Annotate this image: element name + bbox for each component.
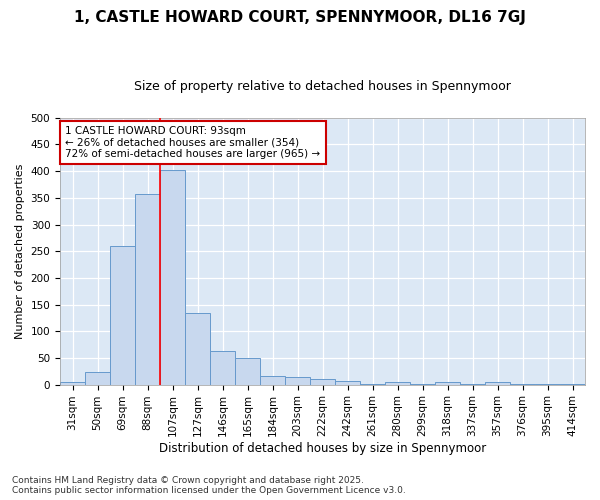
Bar <box>160 170 185 384</box>
Bar <box>285 377 310 384</box>
Bar <box>235 358 260 384</box>
Bar <box>135 194 160 384</box>
Bar <box>210 351 235 384</box>
Text: Contains HM Land Registry data © Crown copyright and database right 2025.
Contai: Contains HM Land Registry data © Crown c… <box>12 476 406 495</box>
Bar <box>385 382 410 384</box>
Bar <box>485 382 510 384</box>
Bar <box>335 382 360 384</box>
Bar <box>110 246 135 384</box>
Text: 1 CASTLE HOWARD COURT: 93sqm
← 26% of detached houses are smaller (354)
72% of s: 1 CASTLE HOWARD COURT: 93sqm ← 26% of de… <box>65 126 320 159</box>
X-axis label: Distribution of detached houses by size in Spennymoor: Distribution of detached houses by size … <box>159 442 486 455</box>
Bar <box>60 382 85 384</box>
Bar <box>85 372 110 384</box>
Bar <box>310 378 335 384</box>
Y-axis label: Number of detached properties: Number of detached properties <box>15 164 25 339</box>
Title: Size of property relative to detached houses in Spennymoor: Size of property relative to detached ho… <box>134 80 511 93</box>
Bar <box>435 382 460 384</box>
Text: 1, CASTLE HOWARD COURT, SPENNYMOOR, DL16 7GJ: 1, CASTLE HOWARD COURT, SPENNYMOOR, DL16… <box>74 10 526 25</box>
Bar <box>260 376 285 384</box>
Bar <box>185 312 210 384</box>
